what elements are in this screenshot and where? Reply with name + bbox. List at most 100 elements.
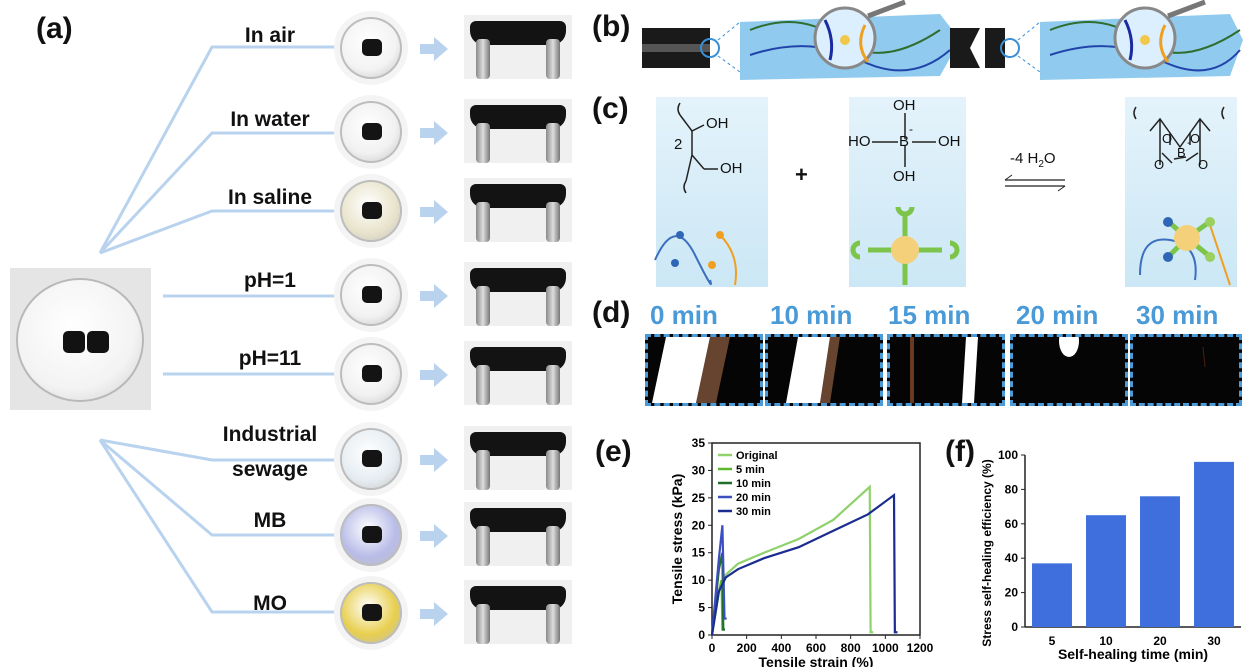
diol-box — [656, 97, 768, 287]
stretched-sample-photo-water — [464, 99, 572, 163]
x-tick-label: 1200 — [907, 641, 934, 655]
stretched-sample-photo-mo — [464, 580, 572, 644]
condition-label-mo: MO — [253, 592, 287, 615]
condition-label-sewage: sewage — [232, 458, 308, 481]
complex-oxygen-2: O — [1190, 131, 1201, 146]
x-axis-title: Self-healing time (min) — [1058, 646, 1208, 662]
reaction-scheme-drawing — [654, 102, 1231, 286]
borate-oh-bottom: OH — [893, 168, 916, 185]
stretched-sample-photo-mb — [464, 502, 572, 566]
x-tick-label: 200 — [737, 641, 757, 655]
hydrogel-sample — [362, 39, 382, 56]
timelapse-label-0: 0 min — [650, 300, 718, 330]
hydrogel-sample — [362, 450, 382, 467]
dish-photo-mo — [340, 582, 402, 644]
arrow-right-icon — [420, 284, 448, 308]
water-loss-suffix: O — [1043, 150, 1056, 167]
complex-oxygen-1: O — [1162, 131, 1173, 146]
arrow-right-icon — [420, 602, 448, 626]
stretched-sample-photo-saline — [464, 178, 572, 242]
condition-label-saline: In saline — [227, 186, 313, 209]
tensile-stress-strain-chart: 0 200 400 600 800 1000 1200 0 5 10 15 20 25 30 35 Tensi… — [669, 436, 934, 667]
borate-ho-left: HO — [848, 133, 871, 150]
complex-charge: - — [1187, 137, 1191, 149]
x-tick-label: 400 — [771, 641, 791, 655]
x-axis-title: Tensile strain (%) — [759, 654, 874, 667]
arrow-right-icon — [420, 448, 448, 472]
timelapse-frame-0 — [645, 334, 763, 406]
y-tick-label: 35 — [692, 436, 706, 450]
timelapse-frame-10 — [765, 334, 883, 406]
healing-mechanism-illustration — [642, 0, 1243, 80]
y-tick-label: 40 — [1005, 551, 1019, 565]
timelapse-label-20: 20 min — [1016, 300, 1099, 330]
dish-photo-ph11 — [340, 343, 402, 405]
panel-label-a: (a) — [36, 12, 73, 45]
timelapse-label-30: 30 min — [1136, 300, 1219, 330]
x-tick-label: 30 — [1207, 634, 1221, 648]
y-tick-label: 15 — [692, 546, 706, 560]
series-line-4 — [710, 492, 898, 636]
borate-charge: - — [909, 122, 913, 136]
y-tick-label: 0 — [698, 628, 705, 642]
arrow-right-icon — [420, 121, 448, 145]
stretched-sample-photo-ph11 — [464, 341, 572, 405]
y-tick-label: 60 — [1005, 517, 1019, 531]
x-tick-label: 10 — [1099, 634, 1113, 648]
bar-20 — [1140, 496, 1180, 627]
bar-30 — [1194, 461, 1234, 627]
bar-5 — [1032, 563, 1072, 627]
x-tick-label: 600 — [806, 641, 826, 655]
complex-boron: B — [1177, 145, 1186, 160]
dish-photo-ph1 — [340, 264, 402, 326]
dish-photo-saline — [340, 180, 402, 242]
dish-photo-water — [340, 101, 402, 163]
stretched-sample-photo-industrial-sewage — [464, 426, 572, 490]
panel-label-d: (d) — [592, 296, 631, 329]
condition-label-ph1: pH=1 — [244, 269, 296, 292]
complex-oxygen-4: O — [1198, 157, 1209, 172]
diol-hydroxyl-bottom: OH — [720, 160, 743, 177]
condition-label-mb: MB — [253, 509, 287, 532]
legend-label: 20 min — [736, 492, 771, 504]
y-tick-label: 5 — [698, 601, 705, 615]
x-tick-label: 0 — [709, 641, 716, 655]
dish-photo-industrial-sewage — [340, 428, 402, 490]
y-tick-label: 30 — [692, 463, 706, 477]
legend-label: Original — [736, 450, 778, 462]
plus-sign: + — [795, 162, 808, 187]
hydrogel-sample — [362, 526, 382, 543]
x-tick-label: 800 — [841, 641, 861, 655]
y-tick-label: 20 — [692, 518, 706, 532]
dish-photo-mb — [340, 504, 402, 566]
timelapse-frame-15 — [887, 334, 1005, 406]
y-tick-label: 10 — [692, 573, 706, 587]
arrow-right-icon — [420, 37, 448, 61]
hydrogel-sample — [362, 365, 382, 382]
condition-label-water: In water — [230, 108, 310, 131]
water-loss-subscript: 2 — [1038, 159, 1044, 170]
condition-label-ph11: pH=11 — [238, 347, 302, 370]
x-tick-label: 5 — [1049, 634, 1056, 648]
timelapse-label-10: 10 min — [770, 300, 853, 330]
borate-oh-top: OH — [893, 97, 916, 114]
water-loss-label: -4 H2O — [1010, 150, 1056, 170]
y-tick-label: 80 — [1005, 482, 1019, 496]
hydrogel-sample — [362, 286, 382, 303]
legend-label: 5 min — [736, 464, 765, 476]
stretched-sample-photo-air — [464, 15, 572, 79]
original-sample-photo — [10, 268, 151, 410]
hydrogel-sample — [362, 202, 382, 219]
x-tick-label: 1000 — [872, 641, 899, 655]
y-tick-label: 0 — [1011, 620, 1018, 634]
borate-boron: B — [899, 133, 910, 150]
y-axis-title: Tensile stress (kPa) — [669, 474, 685, 604]
borate-oh-right: OH — [938, 133, 961, 150]
condition-label-air: In air — [244, 24, 296, 47]
panel-label-c: (c) — [592, 92, 629, 125]
y-tick-label: 100 — [998, 448, 1018, 462]
arrow-right-icon — [420, 200, 448, 224]
legend-label: 10 min — [736, 478, 771, 490]
stretched-sample-photo-ph1 — [464, 262, 572, 326]
